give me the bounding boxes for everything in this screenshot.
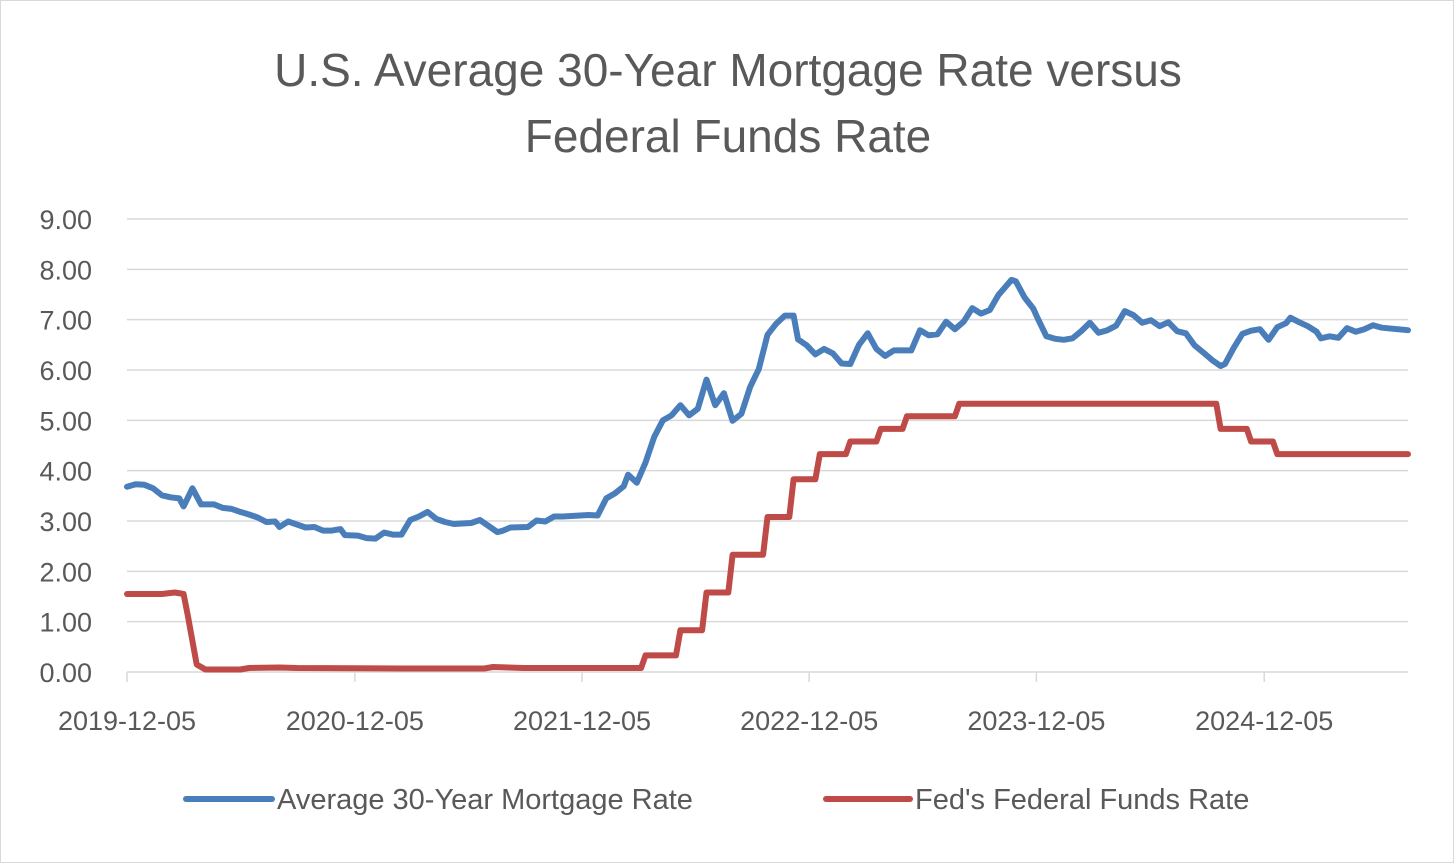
x-tick-label: 2024-12-05 xyxy=(1195,706,1333,736)
legend: Average 30-Year Mortgage Rate Fed's Fede… xyxy=(183,784,1249,816)
y-tick-label: 1.00 xyxy=(39,608,92,638)
y-axis-tick-labels: 0.00 1.00 2.00 3.00 4.00 5.00 6.00 7.00 8.00 9.00 xyxy=(39,205,92,688)
chart-title-line-1: U.S. Average 30-Year Mortgage Rate versu… xyxy=(274,44,1182,96)
y-tick-label: 0.00 xyxy=(39,658,92,688)
gridlines xyxy=(127,218,1408,623)
x-axis: 2019-12-05 2020-12-05 2021-12-05 2022-12-05… xyxy=(58,671,1408,736)
x-tick-label: 2022-12-05 xyxy=(740,706,878,736)
chart-title-line-2: Federal Funds Rate xyxy=(525,110,932,162)
series-line-fed-funds-rate xyxy=(124,400,1411,673)
series-line-mortgage-rate xyxy=(124,276,1411,542)
x-tick-label: 2020-12-05 xyxy=(286,706,424,736)
x-tick-label: 2023-12-05 xyxy=(967,706,1105,736)
series-lines xyxy=(124,276,1411,673)
y-tick-label: 9.00 xyxy=(39,205,92,235)
y-tick-label: 5.00 xyxy=(39,406,92,436)
y-tick-label: 7.00 xyxy=(39,306,92,336)
y-tick-label: 2.00 xyxy=(39,557,92,587)
y-tick-label: 4.00 xyxy=(39,457,92,487)
y-tick-label: 3.00 xyxy=(39,507,92,537)
legend-label-fed-funds: Fed's Federal Funds Rate xyxy=(915,784,1249,816)
y-tick-label: 6.00 xyxy=(39,356,92,386)
x-tick-label: 2019-12-05 xyxy=(58,706,196,736)
y-tick-label: 8.00 xyxy=(39,255,92,285)
legend-label-mortgage: Average 30-Year Mortgage Rate xyxy=(277,784,693,816)
x-tick-label: 2021-12-05 xyxy=(513,706,651,736)
